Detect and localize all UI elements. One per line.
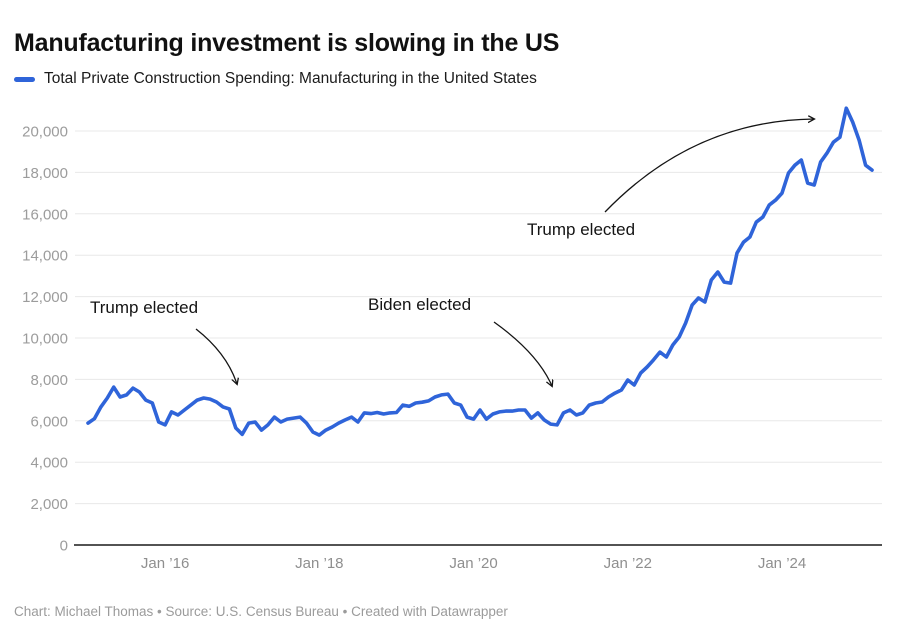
svg-text:Jan ’16: Jan ’16 bbox=[141, 555, 189, 572]
credit-line: Chart: Michael Thomas • Source: U.S. Cen… bbox=[14, 604, 508, 619]
svg-text:4,000: 4,000 bbox=[30, 455, 68, 472]
svg-text:18,000: 18,000 bbox=[22, 165, 68, 182]
svg-text:0: 0 bbox=[60, 538, 68, 555]
x-axis-labels: Jan ’16 Jan ’18 Jan ’20 Jan ’22 Jan ’24 bbox=[141, 555, 806, 572]
svg-text:20,000: 20,000 bbox=[22, 124, 68, 141]
svg-text:6,000: 6,000 bbox=[30, 413, 68, 430]
legend: Total Private Construction Spending: Man… bbox=[14, 70, 537, 88]
svg-text:8,000: 8,000 bbox=[30, 372, 68, 389]
annotation-biden-2020: Biden elected bbox=[368, 295, 472, 314]
chart-title: Manufacturing investment is slowing in t… bbox=[14, 28, 560, 57]
svg-text:10,000: 10,000 bbox=[22, 331, 68, 348]
gridlines bbox=[74, 130, 882, 546]
svg-text:16,000: 16,000 bbox=[22, 206, 68, 223]
legend-label: Total Private Construction Spending: Man… bbox=[44, 70, 537, 87]
svg-text:2,000: 2,000 bbox=[30, 496, 68, 513]
svg-text:Jan ’18: Jan ’18 bbox=[295, 555, 343, 572]
annotation-trump-2016: Trump elected bbox=[90, 298, 199, 317]
annotation-trump-2024: Trump elected bbox=[527, 220, 636, 239]
annotation-arrows bbox=[195, 119, 814, 386]
svg-text:Jan ’22: Jan ’22 bbox=[604, 555, 652, 572]
data-series-line bbox=[86, 106, 874, 437]
svg-text:14,000: 14,000 bbox=[22, 248, 68, 265]
annotation-arrow-trump-2016 bbox=[195, 328, 237, 384]
annotation-arrow-trump-2024 bbox=[604, 119, 814, 213]
annotation-arrow-biden-2020 bbox=[493, 321, 552, 386]
legend-line-swatch-icon bbox=[14, 76, 35, 82]
svg-text:Jan ’20: Jan ’20 bbox=[449, 555, 497, 572]
svg-text:12,000: 12,000 bbox=[22, 289, 68, 306]
y-axis-labels: 0 2,000 4,000 6,000 8,000 10,000 12,000 14,000 1… bbox=[22, 124, 68, 555]
svg-text:Jan ’24: Jan ’24 bbox=[758, 555, 806, 572]
